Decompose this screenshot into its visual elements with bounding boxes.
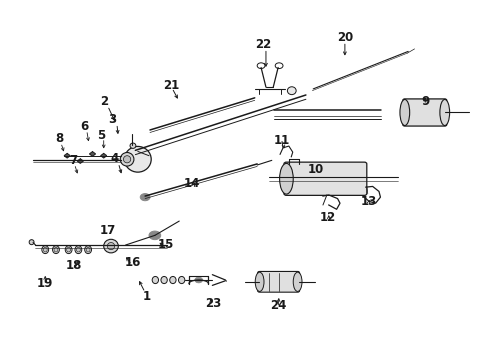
Text: 14: 14 (183, 177, 199, 190)
FancyBboxPatch shape (284, 162, 367, 195)
Ellipse shape (43, 247, 47, 252)
Text: 17: 17 (99, 224, 116, 237)
Circle shape (140, 194, 150, 201)
Text: 2: 2 (99, 95, 108, 108)
Text: 13: 13 (361, 195, 377, 208)
Polygon shape (90, 152, 96, 156)
FancyBboxPatch shape (258, 271, 299, 292)
Polygon shape (64, 154, 70, 158)
Text: 7: 7 (70, 154, 77, 167)
Ellipse shape (67, 247, 71, 252)
Ellipse shape (75, 246, 82, 253)
Text: 15: 15 (158, 238, 174, 251)
Text: 23: 23 (205, 297, 221, 310)
Ellipse shape (124, 147, 151, 172)
Ellipse shape (293, 272, 302, 292)
Text: 5: 5 (97, 129, 105, 142)
Ellipse shape (29, 240, 34, 245)
Ellipse shape (104, 239, 118, 253)
Text: 3: 3 (108, 113, 117, 126)
Ellipse shape (54, 247, 58, 252)
Text: 1: 1 (143, 289, 150, 303)
Ellipse shape (85, 246, 92, 253)
Ellipse shape (280, 163, 293, 194)
Text: 11: 11 (273, 134, 290, 147)
Ellipse shape (76, 247, 80, 252)
Ellipse shape (52, 246, 59, 253)
Text: 24: 24 (270, 298, 286, 311)
Text: 18: 18 (65, 259, 82, 272)
FancyBboxPatch shape (403, 99, 447, 126)
Ellipse shape (120, 153, 134, 166)
Text: 6: 6 (80, 120, 88, 133)
Text: 19: 19 (37, 277, 53, 290)
Ellipse shape (440, 99, 450, 126)
Circle shape (149, 231, 161, 240)
Polygon shape (77, 159, 83, 163)
Text: 9: 9 (421, 95, 429, 108)
Text: 8: 8 (56, 132, 64, 145)
Text: 16: 16 (125, 256, 141, 269)
Ellipse shape (170, 276, 176, 284)
Text: 12: 12 (319, 211, 336, 224)
Ellipse shape (42, 246, 49, 253)
Ellipse shape (65, 246, 72, 253)
Ellipse shape (152, 276, 159, 284)
Polygon shape (101, 154, 107, 158)
Ellipse shape (400, 99, 410, 126)
Ellipse shape (288, 87, 296, 95)
Ellipse shape (161, 276, 167, 284)
Text: 10: 10 (308, 163, 324, 176)
Ellipse shape (107, 243, 115, 249)
Ellipse shape (130, 143, 136, 148)
Ellipse shape (178, 276, 185, 284)
Circle shape (195, 277, 202, 283)
Text: 22: 22 (255, 38, 271, 51)
Ellipse shape (86, 247, 90, 252)
Text: 4: 4 (111, 152, 119, 165)
Ellipse shape (255, 272, 264, 292)
Text: 21: 21 (163, 79, 179, 92)
Ellipse shape (123, 156, 131, 163)
Text: 20: 20 (337, 31, 353, 44)
